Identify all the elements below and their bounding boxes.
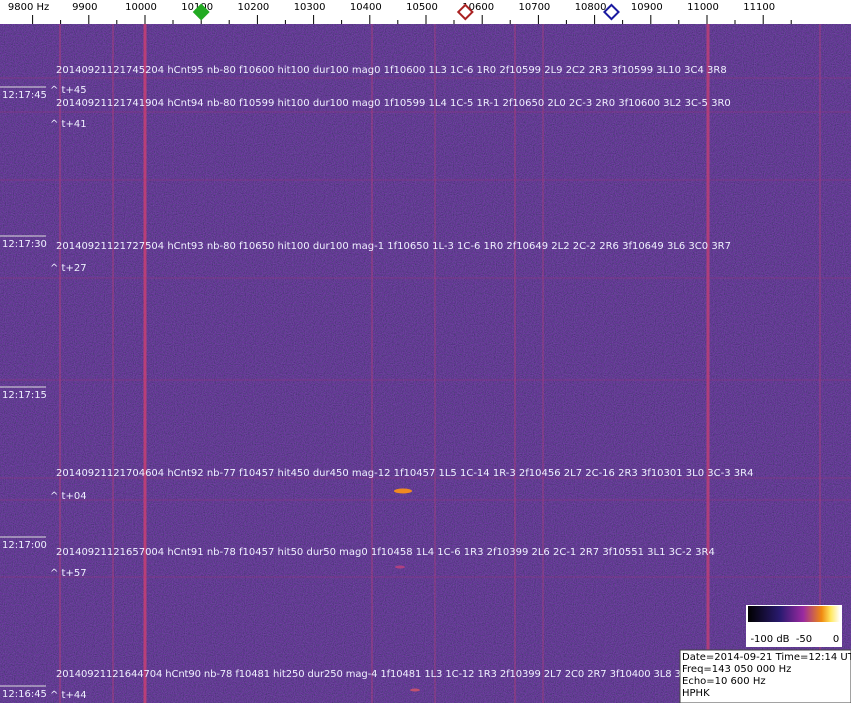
overlay: 12:17:45 12:17:30 12:17:15 12:17:00 12:16:45…	[0, 65, 753, 701]
spectral-lines	[0, 24, 851, 703]
time-label: 12:16:45	[2, 689, 47, 700]
tick-label: 9900	[72, 2, 97, 13]
tick-label: 10500	[406, 2, 438, 13]
event-text: 20140921121727504 hCnt93 nb-80 f10650 hi…	[56, 241, 731, 252]
tick-label: 10600	[462, 2, 494, 13]
info-box	[679, 649, 851, 703]
info-line: HPHK	[682, 688, 710, 699]
tick-label: 10700	[518, 2, 550, 13]
meteor-echo	[410, 688, 420, 692]
tick-label: 10400	[350, 2, 382, 13]
tick-label: 9800 Hz	[8, 2, 49, 13]
tick-label: 10100	[181, 2, 213, 13]
event-tag: ^ t+45	[50, 85, 87, 96]
marker	[456, 3, 474, 21]
tick-label: 10900	[631, 2, 663, 13]
event-text: 20140921121745204 hCnt95 nb-80 f10600 hi…	[56, 65, 727, 76]
info-line: Freq=143 050 000 Hz	[682, 664, 791, 675]
event-tag: ^ t+41	[50, 119, 87, 130]
tick-label: 11100	[743, 2, 775, 13]
scale-label: -50	[796, 634, 812, 645]
time-label: 12:17:00	[2, 540, 47, 551]
tick-label: 10200	[237, 2, 269, 13]
event-tag: ^ t+44	[50, 690, 87, 701]
time-label: 12:17:45	[2, 90, 47, 101]
time-label: 12:17:30	[2, 239, 47, 250]
noise	[0, 24, 851, 703]
info-line: Date=2014-09-21 Time=12:14 UTC	[682, 652, 851, 663]
color-scale	[748, 606, 840, 622]
time-label: 12:17:15	[2, 390, 47, 401]
meteor-echo	[395, 565, 405, 569]
tick-label: 10300	[294, 2, 326, 13]
marker	[602, 3, 620, 21]
marker	[192, 3, 210, 21]
tick-label: 11000	[687, 2, 719, 13]
event-tag: ^ t+27	[50, 263, 87, 274]
tick-label: 10800	[575, 2, 607, 13]
event-text: 20140921121704604 hCnt92 nb-77 f10457 hi…	[56, 468, 753, 479]
info-line: Echo=10 600 Hz	[682, 676, 766, 687]
event-tag: ^ t+57	[50, 568, 87, 579]
meteor-echo	[394, 488, 412, 494]
event-text: 20140921121644704 hCnt90 nb-78 f10481 hi…	[56, 669, 694, 680]
scale-label: 0	[833, 634, 839, 645]
tick-label: 10000	[125, 2, 157, 13]
event-text: 20140921121657004 hCnt91 nb-78 f10457 hi…	[56, 547, 715, 558]
event-tag: ^ t+04	[50, 491, 87, 502]
event-text: 20140921121741904 hCnt94 nb-80 f10599 hi…	[56, 98, 731, 109]
scale-label: -100 dB	[750, 634, 789, 645]
